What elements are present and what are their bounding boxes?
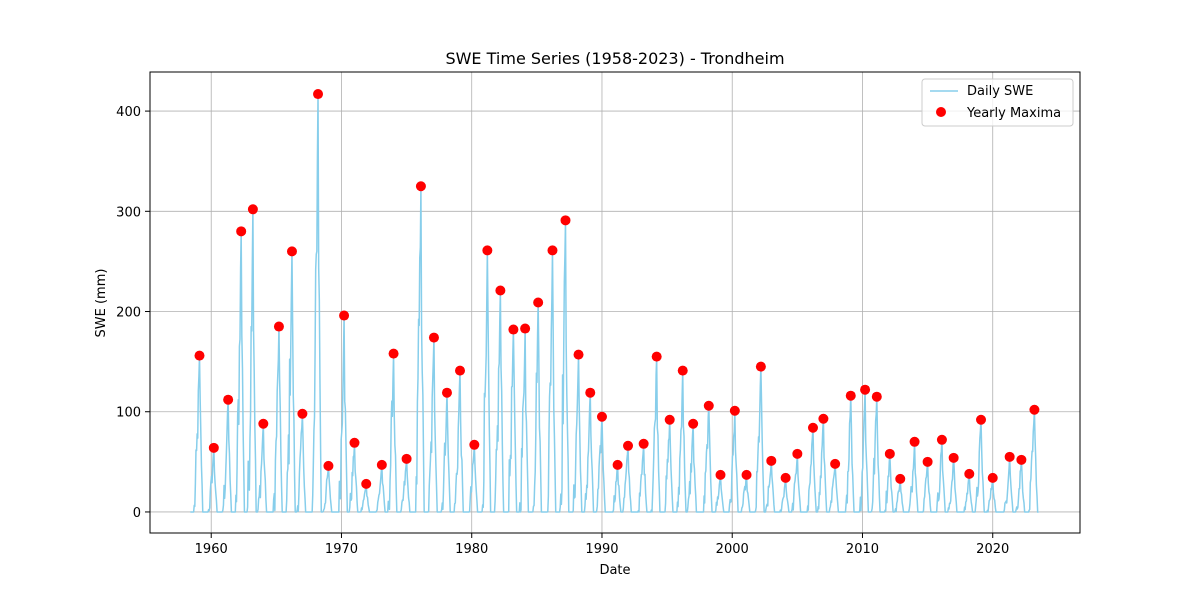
yearly-maximum-point: [560, 215, 571, 226]
yearly-maximum-point: [612, 459, 623, 470]
x-axis-label: Date: [599, 563, 630, 578]
daily-swe-series: [190, 93, 1039, 513]
y-tick-label: 200: [116, 306, 141, 321]
x-tick-label: 1990: [585, 542, 618, 557]
yearly-maximum-point: [651, 351, 662, 362]
yearly-maximum-point: [273, 321, 284, 332]
yearly-maximum-point: [323, 460, 334, 471]
yearly-maximum-point: [194, 350, 205, 361]
x-tick-label: 1980: [455, 542, 488, 557]
yearly-maximum-point: [236, 226, 247, 237]
yearly-maximum-point: [741, 469, 752, 480]
yearly-maximum-point: [638, 438, 649, 449]
yearly-maximum-point: [286, 246, 297, 257]
yearly-maximum-point: [895, 473, 906, 484]
yearly-maximum-point: [533, 297, 544, 308]
yearly-maximum-point: [1016, 454, 1027, 465]
yearly-maximum-point: [871, 391, 882, 402]
yearly-maximum-point: [807, 422, 818, 433]
yearly-maximum-point: [703, 400, 714, 411]
yearly-maximum-point: [247, 204, 258, 215]
yearly-maximum-point: [585, 387, 596, 398]
yearly-maximum-point: [780, 472, 791, 483]
yearly-maximum-point: [441, 387, 452, 398]
yearly-maximum-point: [428, 332, 439, 343]
yearly-maximum-point: [223, 394, 234, 405]
yearly-maximum-point: [964, 468, 975, 479]
yearly-maximum-point: [976, 414, 987, 425]
yearly-maximum-point: [388, 348, 399, 359]
x-tick-label: 2000: [716, 542, 749, 557]
yearly-maximum-point: [845, 390, 856, 401]
y-tick-label: 100: [116, 406, 141, 421]
yearly-maximum-point: [401, 453, 412, 464]
yearly-maximum-point: [482, 245, 493, 256]
yearly-maximum-point: [715, 469, 726, 480]
yearly-maximum-point: [1029, 404, 1040, 415]
y-axis-label: SWE (mm): [94, 269, 109, 338]
yearly-maximum-point: [573, 349, 584, 360]
plot-area-frame: [149, 71, 1081, 534]
chart-title: SWE Time Series (1958-2023) - Trondheim: [445, 49, 784, 68]
yearly-maximum-point: [884, 448, 895, 459]
yearly-maxima-series: [194, 89, 1040, 489]
yearly-maximum-point: [208, 442, 219, 453]
y-tick-label: 0: [133, 506, 141, 521]
y-tick-label: 300: [116, 205, 141, 220]
yearly-maximum-point: [729, 405, 740, 416]
yearly-maximum-point: [818, 413, 829, 424]
yearly-maximum-point: [297, 408, 308, 419]
yearly-maximum-point: [508, 324, 519, 335]
legend-box: [921, 78, 1074, 127]
legend-yearly-maxima-swatch: [936, 107, 946, 117]
yearly-maximum-point: [664, 414, 675, 425]
yearly-maximum-point: [936, 434, 947, 445]
yearly-maximum-point: [688, 418, 699, 429]
yearly-maximum-point: [469, 439, 480, 450]
yearly-maximum-point: [376, 459, 387, 470]
daily-swe-line: [190, 93, 1039, 513]
x-tick-label: 1960: [195, 542, 228, 557]
yearly-maximum-point: [520, 323, 531, 334]
yearly-maximum-point: [909, 436, 920, 447]
yearly-maximum-point: [792, 448, 803, 459]
legend: Daily SWE Yearly Maxima: [921, 78, 1074, 127]
yearly-maximum-point: [361, 478, 372, 489]
yearly-maximum-point: [766, 455, 777, 466]
yearly-maximum-point: [339, 310, 350, 321]
yearly-maximum-point: [755, 361, 766, 372]
x-tick-label: 2010: [846, 542, 879, 557]
yearly-maximum-point: [547, 245, 558, 256]
legend-daily-swe-label: Daily SWE: [967, 84, 1033, 99]
yearly-maximum-point: [948, 452, 959, 463]
yearly-maximum-point: [258, 418, 269, 429]
x-tick-label: 1970: [325, 542, 358, 557]
yearly-maximum-point: [677, 365, 688, 376]
yearly-maximum-point: [623, 440, 634, 451]
yearly-maximum-point: [415, 181, 426, 192]
y-tick-label: 400: [116, 105, 141, 120]
yearly-maximum-point: [860, 384, 871, 395]
yearly-maximum-point: [830, 458, 841, 469]
yearly-maximum-point: [349, 437, 360, 448]
yearly-maximum-point: [455, 365, 465, 376]
x-tick-label: 2020: [976, 542, 1009, 557]
legend-yearly-maxima-label: Yearly Maxima: [966, 106, 1061, 121]
yearly-maximum-point: [922, 456, 933, 467]
yearly-maximum-point: [1004, 451, 1015, 462]
yearly-maximum-point: [495, 285, 506, 296]
yearly-maximum-point: [313, 89, 324, 100]
yearly-maximum-point: [987, 472, 998, 483]
yearly-maximum-point: [596, 411, 607, 422]
x-axis-ticks: 1960 1970 1980 1990 2000 2010 2020: [195, 533, 1009, 557]
y-axis-ticks: 0 100 200 300 400: [116, 105, 150, 521]
